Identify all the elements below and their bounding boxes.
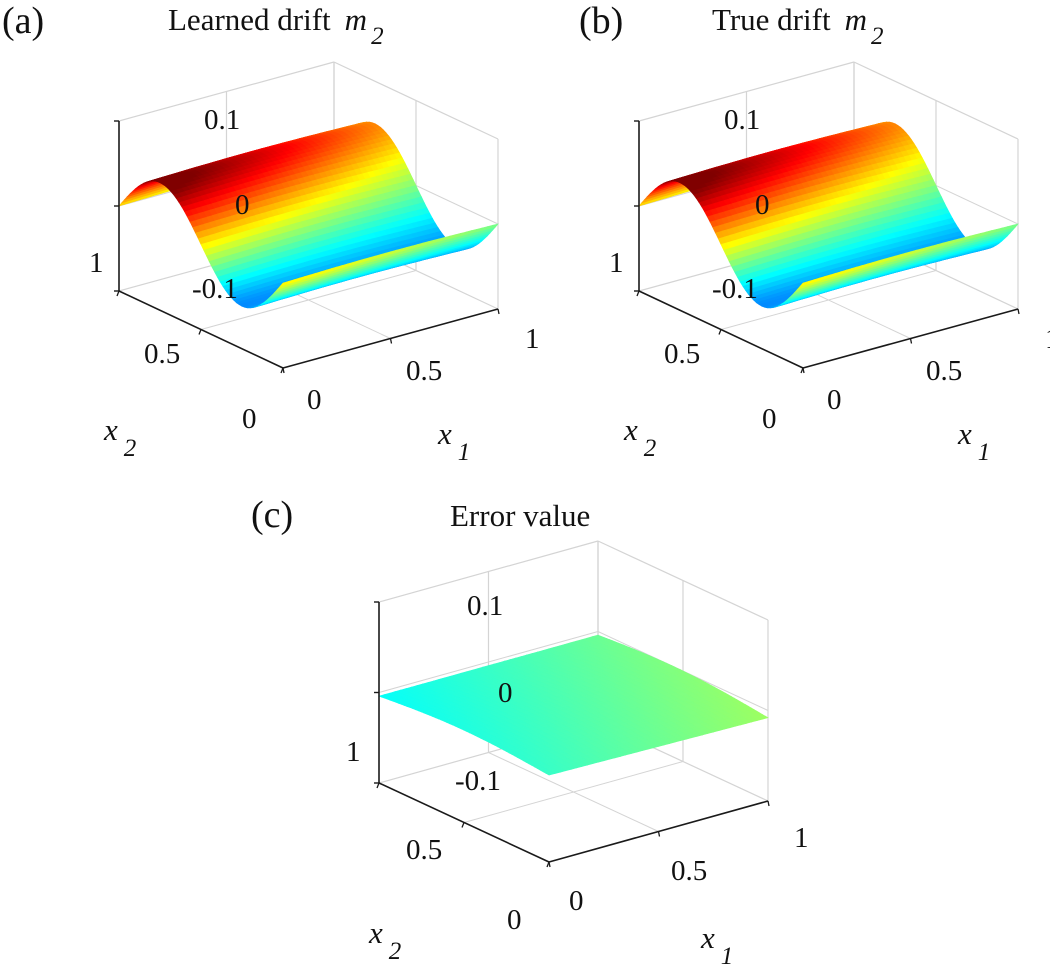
x1-tick-mark [1018, 309, 1019, 314]
panel-c-title-text: Error value [450, 498, 590, 533]
surface-a [119, 122, 498, 308]
panel-a-title-text: Learned drift [168, 2, 331, 37]
x2-axis-label-b: x2 [624, 414, 656, 445]
x1-tick-label-b: 1 [1045, 325, 1050, 354]
x1-axis-label-a: x1 [438, 418, 470, 449]
panel-b-title-subscript: 2 [871, 23, 884, 50]
x2-tick-label-c: 0.5 [406, 836, 442, 865]
x1-tick-label-b: 0 [827, 386, 842, 415]
x1-tick-mark [283, 368, 284, 373]
x1-axis-label-c: x1 [701, 922, 733, 953]
x1-axis-label-a-symbol: x [438, 416, 452, 451]
x1-axis-label-b: x1 [958, 418, 990, 449]
panel-b-title-symbol: m [845, 2, 867, 37]
z-tick-label-c: 0.1 [467, 592, 503, 621]
x2-tick-label-b: 1 [609, 249, 624, 278]
panel-c-title: Error value [450, 500, 590, 531]
z-tick-label-a: 0 [235, 191, 250, 220]
x1-tick-label-a: 0.5 [406, 357, 442, 386]
x2-tick-label-b: 0.5 [664, 340, 700, 369]
x1-tick-mark [803, 368, 804, 373]
x2-axis-label-c-subscript: 2 [389, 938, 402, 965]
x2-axis-label-b-subscript: 2 [644, 435, 657, 462]
x2-tick-mark [719, 330, 721, 335]
x2-axis-label-c: x2 [369, 917, 401, 948]
panel-b-letter: (b) [579, 2, 623, 40]
z-tick-label-a: 0.1 [204, 106, 240, 135]
z-tick-label-b: 0.1 [724, 106, 760, 135]
surface-b [639, 122, 1018, 308]
x2-tick-mark [462, 823, 464, 828]
x1-tick-label-b: 0.5 [926, 357, 962, 386]
x1-tick-label-c: 1 [794, 824, 809, 853]
x2-tick-label-a: 0 [242, 405, 257, 434]
z-tick-label-b: 0 [755, 191, 770, 220]
x2-tick-mark [377, 783, 379, 788]
x1-tick-mark [391, 339, 392, 344]
z-tick-label-a: -0.1 [192, 275, 238, 304]
x2-tick-label-b: 0 [762, 405, 777, 434]
z-tick-label-b: -0.1 [712, 275, 758, 304]
panel-a-title-symbol: m [345, 2, 367, 37]
x2-tick-label-a: 0.5 [144, 340, 180, 369]
x1-tick-mark [911, 339, 912, 344]
x1-tick-label-a: 1 [525, 325, 540, 354]
x2-axis-label-b-symbol: x [624, 412, 638, 447]
x1-axis-label-b-symbol: x [958, 416, 972, 451]
x1-axis-label-b-subscript: 1 [978, 439, 991, 466]
x2-tick-label-a: 1 [89, 249, 104, 278]
panel-a-title-subscript: 2 [371, 23, 384, 50]
panel-c-letter: (c) [251, 496, 293, 534]
panel-a-letter: (a) [2, 2, 44, 40]
x1-tick-mark [498, 309, 499, 314]
x1-tick-label-a: 0 [307, 386, 322, 415]
x2-axis-label-a-symbol: x [104, 412, 118, 447]
x1-axis-label-c-symbol: x [701, 920, 715, 955]
surface-c [379, 635, 768, 775]
x1-tick-mark [659, 832, 660, 837]
z-tick-label-c: -0.1 [455, 767, 501, 796]
x1-axis-label-a-subscript: 1 [458, 439, 471, 466]
x1-tick-label-c: 0 [569, 887, 584, 916]
x1-tick-label-c: 0.5 [671, 857, 707, 886]
x2-tick-mark [637, 291, 639, 296]
x2-axis-label-a-subscript: 2 [124, 435, 137, 462]
z-tick-label-c: 0 [498, 679, 513, 708]
x2-tick-mark [199, 330, 201, 335]
panel-b-title-text: True drift [712, 2, 831, 37]
x1-tick-mark [768, 801, 769, 806]
x2-tick-label-c: 1 [346, 738, 361, 767]
x2-axis-label-c-symbol: x [369, 915, 383, 950]
x2-axis-label-a: x2 [104, 414, 136, 445]
x1-tick-mark [549, 862, 550, 867]
x2-tick-mark [117, 291, 119, 296]
x2-tick-label-c: 0 [507, 906, 522, 935]
